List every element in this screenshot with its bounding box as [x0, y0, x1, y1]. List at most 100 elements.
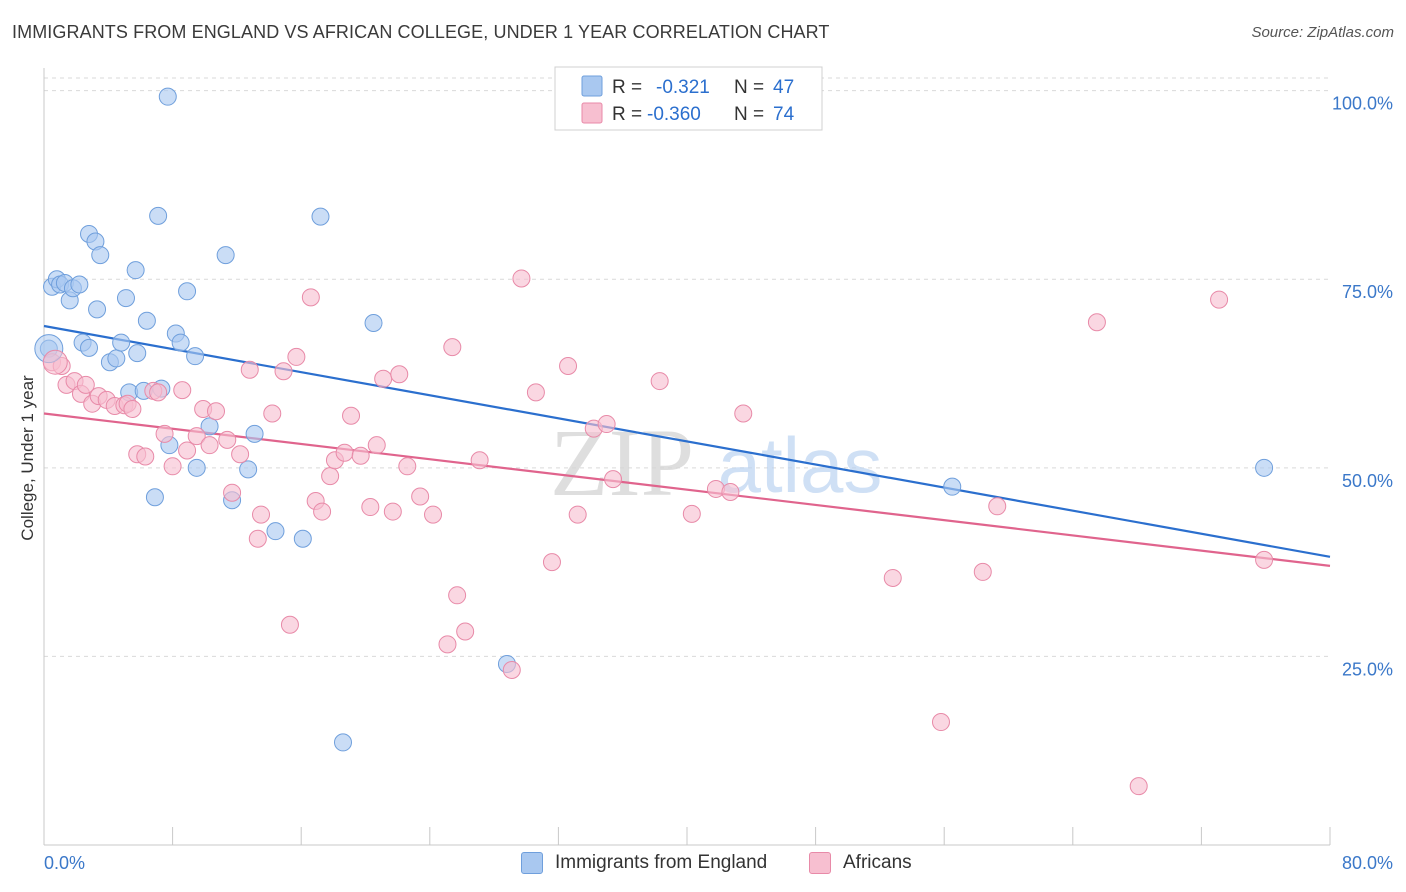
africans-point: [274, 362, 293, 381]
africans-point: [390, 365, 409, 384]
england-point: [70, 275, 89, 294]
england-point: [158, 87, 177, 106]
africans-point: [187, 427, 206, 446]
africans-point: [342, 406, 361, 425]
series-swatch-africans: [809, 852, 831, 874]
africans-point: [443, 338, 462, 357]
series-legend-item-england: Immigrants from England: [521, 852, 767, 874]
axes: [43, 68, 1331, 846]
africans-point: [470, 451, 489, 470]
england-point: [137, 311, 156, 330]
africans-point: [424, 505, 443, 524]
england-point: [1255, 458, 1274, 477]
africans-point: [263, 404, 282, 423]
england-point: [311, 207, 330, 226]
africans-point: [200, 436, 219, 455]
england-point: [91, 246, 110, 265]
africans-point: [252, 505, 271, 524]
watermark-zip: ZIP: [550, 409, 694, 516]
legend-r-label-england: R =: [612, 77, 642, 98]
source-label: Source: ZipAtlas.com: [1251, 24, 1394, 41]
africans-point: [1129, 777, 1148, 796]
africans-point: [248, 529, 267, 548]
africans-point: [1210, 290, 1229, 309]
england-point: [333, 733, 352, 752]
africans-point: [542, 553, 561, 572]
watermark: ZIP atlas: [550, 409, 882, 516]
x-tick-label: 0.0%: [44, 853, 85, 873]
africans-point: [351, 446, 370, 465]
africans-point: [287, 347, 306, 366]
africans-point: [173, 381, 192, 400]
legend-r-label-africans: R =: [612, 104, 642, 125]
africans-point: [123, 399, 142, 418]
africans-point: [411, 487, 430, 506]
africans-point: [163, 457, 182, 476]
england-trend-line: [43, 324, 1331, 558]
y-tick-label: 75.0%: [1342, 282, 1393, 302]
africans-point: [149, 383, 168, 402]
england-point: [266, 522, 285, 541]
africans-point: [526, 383, 545, 402]
africans-point: [383, 502, 402, 521]
tick-labels: 25.0% 50.0% 75.0% 100.0% 0.0% 80.0%: [44, 94, 1393, 873]
england-point: [239, 460, 258, 479]
correlation-legend: R = -0.321 N = 47 R = -0.360 N = 74: [554, 66, 823, 131]
africans-point: [155, 424, 174, 443]
england-point: [171, 333, 190, 352]
africans-point: [335, 443, 354, 462]
england-point: [364, 313, 383, 332]
africans-point: [706, 479, 725, 498]
africans-point: [136, 447, 155, 466]
legend-swatch-africans: [581, 102, 603, 124]
africans-point: [973, 562, 992, 581]
legend-n-label-england: N =: [734, 77, 764, 98]
africans-point: [931, 713, 950, 732]
africans-point: [301, 288, 320, 307]
england-point: [80, 338, 99, 357]
england-point: [126, 261, 145, 280]
series-legend-item-africans: Africans: [809, 852, 912, 874]
africans-point: [502, 660, 521, 679]
series-label-england: Immigrants from England: [555, 852, 768, 873]
africans-point: [1255, 550, 1274, 569]
africans-point: [988, 497, 1007, 516]
england-point: [293, 529, 312, 548]
africans-point: [448, 586, 467, 605]
series-legend: Immigrants from England Africans: [0, 850, 1406, 880]
africans-point: [374, 369, 393, 388]
england-point: [187, 458, 206, 477]
x-tick-label: 80.0%: [1342, 853, 1393, 873]
england-point: [200, 417, 219, 436]
data-points: [34, 81, 1274, 796]
africans-point: [650, 372, 669, 391]
africans-point: [178, 441, 197, 460]
africans-point: [280, 615, 299, 634]
africans-point: [321, 467, 340, 486]
legend-n-value-england: 47: [773, 77, 794, 98]
legend-swatch-england: [581, 75, 603, 97]
africans-point: [223, 483, 242, 502]
england-point: [178, 282, 197, 301]
africans-point: [76, 375, 95, 394]
africans-point: [231, 445, 250, 464]
watermark-atlas: atlas: [718, 421, 883, 509]
england-point: [186, 347, 205, 366]
legend-r-value-england: -0.321: [656, 77, 710, 98]
africans-point: [883, 568, 902, 587]
africans-point: [313, 502, 332, 521]
series-label-africans: Africans: [843, 852, 912, 873]
africans-point: [361, 498, 380, 517]
africans-point: [218, 430, 237, 449]
england-point: [107, 349, 126, 368]
england-point: [116, 289, 135, 308]
england-point: [128, 344, 147, 363]
africans-point: [456, 622, 475, 641]
africans-point: [682, 504, 701, 523]
england-point: [88, 300, 107, 319]
y-tick-label: 50.0%: [1342, 471, 1393, 491]
africans-point: [734, 404, 753, 423]
england-point: [149, 206, 168, 225]
england-point: [112, 333, 131, 352]
